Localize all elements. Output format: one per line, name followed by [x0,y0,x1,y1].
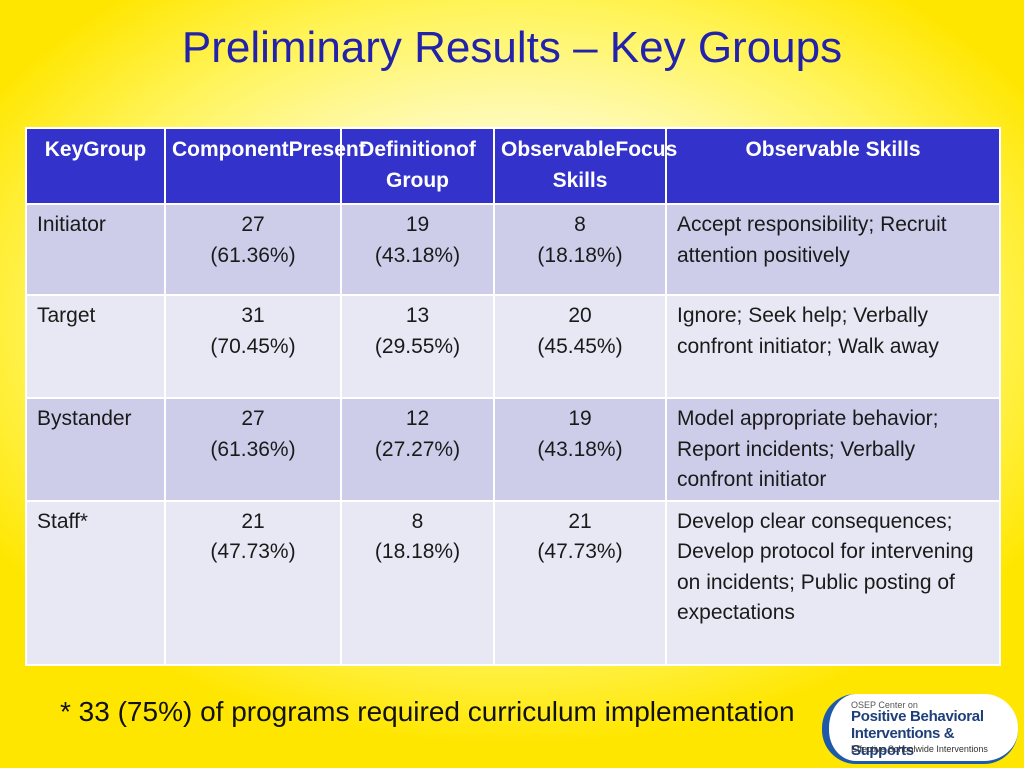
table-row: Staff* 21 (47.73%) 8 (18.18%) 21 (47.73%) D… [25,499,1001,666]
results-table: KeyGroup ComponentPresent Definitionof G… [25,127,1001,666]
logo-line-4: Effective Schoolwide Interventions [851,744,988,754]
cell-component: 21 (47.73%) [164,499,342,666]
table-header-row: KeyGroup ComponentPresent Definitionof G… [25,127,1001,205]
pbis-logo: OSEP Center on Positive Behavioral Inter… [822,694,1018,764]
cell-group: Initiator [25,203,166,296]
cell-component: 27 (61.36%) [164,203,342,296]
cell-component: 31 (70.45%) [164,294,342,399]
header-key-group: KeyGroup [25,127,166,205]
header-definition-of-group: Definitionof Group [340,127,495,205]
cell-focus: 19 (43.18%) [493,397,667,502]
cell-definition: 13 (29.55%) [340,294,495,399]
header-observable-focus-skills: ObservableFocus Skills [493,127,677,205]
table-row: Target 31 (70.45%) 13 (29.55%) 20 (45.45%) … [25,294,1001,399]
cell-skills: Model appropriate behavior; Report incid… [665,397,1001,502]
table-row: Bystander 27 (61.36%) 12 (27.27%) 19 (43.18… [25,397,1001,502]
cell-definition: 19 (43.18%) [340,203,495,296]
cell-focus: 8 (18.18%) [493,203,667,296]
table-row: Initiator 27 (61.36%) 19 (43.18%) 8 (18.18%… [25,203,1001,296]
cell-group: Bystander [25,397,166,502]
cell-definition: 12 (27.27%) [340,397,495,502]
cell-skills: Ignore; Seek help; Verbally confront ini… [665,294,1001,399]
cell-definition: 8 (18.18%) [340,499,495,666]
logo-line-2: Positive Behavioral [851,708,984,725]
header-component-present: ComponentPresent [164,127,366,205]
footnote: * 33 (75%) of programs required curricul… [60,696,795,727]
cell-skills: Develop clear consequences; Develop prot… [665,499,1001,666]
logo-line-1: OSEP Center on [851,700,918,710]
logo-line-3: Interventions & Supports [851,725,955,759]
cell-group: Staff* [25,499,166,666]
slide-title: Preliminary Results – Key Groups [181,23,843,72]
cell-component: 27 (61.36%) [164,397,342,502]
cell-focus: 20 (45.45%) [493,294,667,399]
header-observable-skills: Observable Skills [665,127,1001,205]
cell-skills: Accept responsibility; Recruit attention… [665,203,1001,296]
cell-focus: 21 (47.73%) [493,499,667,666]
cell-group: Target [25,294,166,399]
